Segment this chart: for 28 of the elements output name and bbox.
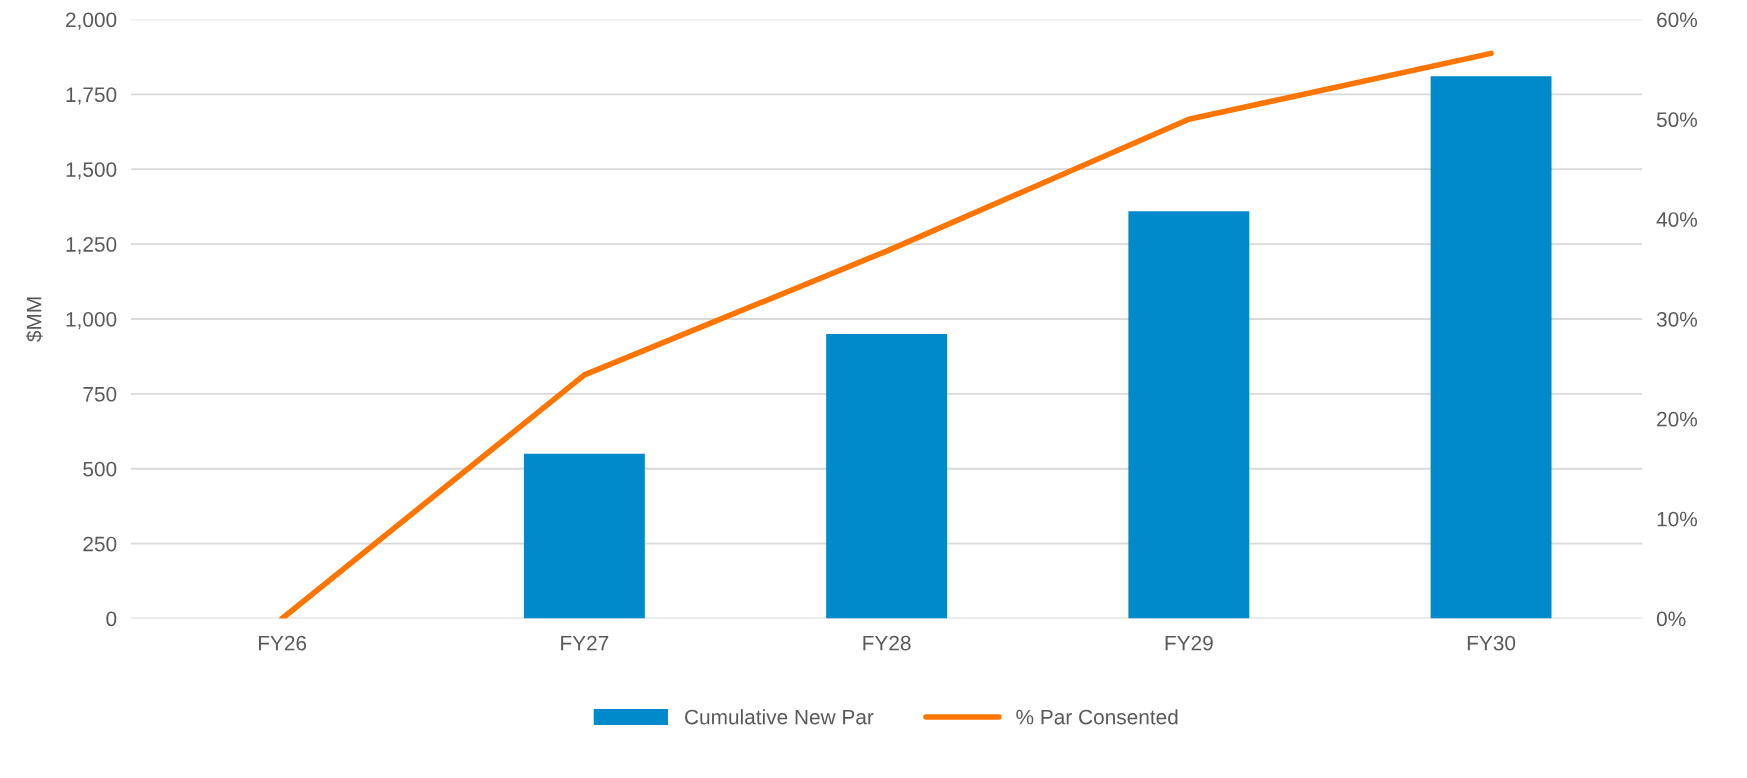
y-tick-label: 1,500: [66, 162, 117, 180]
bar: [1430, 76, 1552, 619]
y-axis-title: $MM: [25, 297, 43, 342]
y-tick-label: 750: [83, 386, 117, 402]
x-tick-label: FY28: [863, 635, 911, 651]
bar: [523, 453, 645, 619]
y2-tick-label: 50%: [1656, 112, 1698, 128]
legend-label: Cumulative New Par: [685, 709, 874, 725]
y2-tick-label: 10%: [1657, 511, 1698, 527]
x-tick-label: FY26: [258, 635, 307, 651]
y2-tick-label: 30%: [1656, 311, 1698, 327]
y2-tick-label: 0%: [1656, 611, 1686, 627]
y2-tick-label: 60%: [1657, 12, 1698, 28]
bar: [1128, 211, 1250, 619]
x-tick-label: FY27: [561, 635, 609, 651]
y-tick-label: 2,000: [66, 12, 117, 30]
y-tick-label: 0: [106, 611, 117, 627]
legend-label: % Par Consented: [1016, 709, 1178, 725]
y-tick-label: 250: [83, 536, 117, 552]
y-tick-label: 1,250: [66, 237, 117, 255]
y2-tick-label: 20%: [1657, 411, 1698, 427]
y-tick-label: 1,000: [66, 311, 117, 330]
y-tick-label: 1,750: [66, 87, 117, 105]
x-tick-label: FY29: [1165, 635, 1213, 651]
bar: [826, 333, 948, 619]
y2-tick-label: 40%: [1656, 212, 1698, 227]
x-tick-label: FY30: [1467, 635, 1516, 651]
y-tick-label: 500: [83, 461, 117, 477]
